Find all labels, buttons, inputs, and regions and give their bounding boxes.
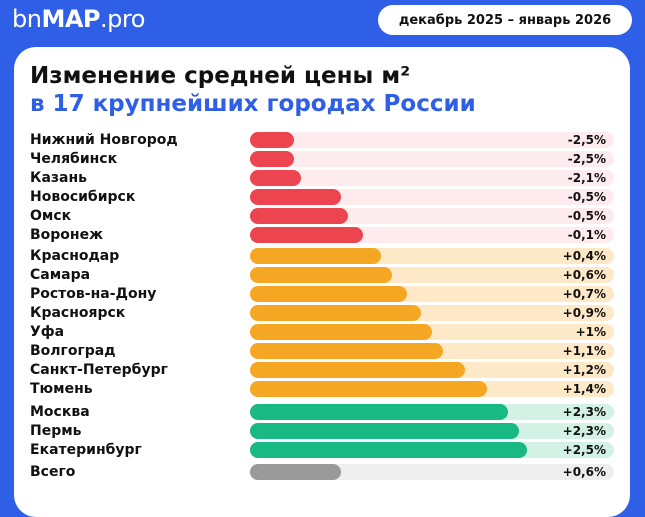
bar-track: +2,3% [250,404,614,420]
bar [250,442,527,458]
bar-track: -2,5% [250,132,614,148]
bar [250,132,294,148]
brand-logo-part1: bn [12,5,42,33]
bar-row: Пермь +2,3% [14,422,630,440]
category-label: Пермь [30,423,82,439]
bar [250,423,519,439]
value-label: -0,5% [567,209,606,223]
bar [250,464,341,480]
bar-row: Всего +0,6% [14,463,630,481]
brand-logo-part3: .pro [100,5,145,33]
chart-card: Изменение средней цены м² в 17 крупнейши… [14,47,630,517]
bar [250,248,381,264]
bar [250,305,421,321]
category-label: Краснодар [30,248,120,264]
bar [250,343,443,359]
bar-track: +1,1% [250,343,614,359]
bar-row: Санкт-Петербург +1,2% [14,361,630,379]
bar-track: +1% [250,324,614,340]
bar-row: Уфа +1% [14,323,630,341]
value-label: -0,1% [567,228,606,242]
category-label: Ростов-на-Дону [30,286,157,302]
category-label: Нижний Новгород [30,132,178,148]
bar-row: Казань -2,1% [14,169,630,187]
bar [250,227,363,243]
bar-row: Ростов-на-Дону +0,7% [14,285,630,303]
category-label: Уфа [30,324,65,340]
value-label: +0,6% [562,465,606,479]
bar [250,189,341,205]
bar-track: +2,3% [250,423,614,439]
category-label: Казань [30,170,87,186]
bar-track: +1,4% [250,381,614,397]
value-label: +1,2% [562,363,606,377]
bar-row: Москва +2,3% [14,403,630,421]
value-label: +0,6% [562,268,606,282]
category-label: Санкт-Петербург [30,362,168,378]
category-label: Челябинск [30,151,118,167]
bar-track: +1,2% [250,362,614,378]
bar-row: Самара +0,6% [14,266,630,284]
value-label: +1,1% [562,344,606,358]
category-label: Новосибирск [30,189,136,205]
bar-track: +2,5% [250,442,614,458]
category-label: Всего [30,464,76,480]
chart-title-line1: Изменение средней цены м² [30,63,411,89]
bar-track: -0,5% [250,189,614,205]
bar [250,362,465,378]
category-label: Екатеринбург [30,442,142,458]
bar-row: Екатеринбург +2,5% [14,441,630,459]
bar [250,404,508,420]
brand-logo-part2: MAP [41,5,100,33]
period-badge: декабрь 2025 – январь 2026 [378,5,632,35]
bar [250,324,432,340]
category-label: Москва [30,404,90,420]
bar [250,151,294,167]
bar-row: Воронеж -0,1% [14,226,630,244]
bar-track: +0,9% [250,305,614,321]
bar [250,286,407,302]
category-label: Тюмень [30,381,93,397]
bar-row: Волгоград +1,1% [14,342,630,360]
bar-row: Краснодар +0,4% [14,247,630,265]
bar-track: +0,6% [250,464,614,480]
category-label: Омск [30,208,72,224]
bar-track: +0,7% [250,286,614,302]
category-label: Красноярск [30,305,126,321]
bar [250,170,301,186]
value-label: +2,3% [562,424,606,438]
category-label: Воронеж [30,227,104,243]
value-label: +0,9% [562,306,606,320]
value-label: -0,5% [567,190,606,204]
value-label: -2,5% [567,152,606,166]
period-label: декабрь 2025 – январь 2026 [398,12,612,28]
bar-row: Челябинск -2,5% [14,150,630,168]
bar-track: -2,5% [250,151,614,167]
value-label: +2,5% [562,443,606,457]
bar-row: Омск -0,5% [14,207,630,225]
bar-row: Новосибирск -0,5% [14,188,630,206]
bar [250,267,392,283]
value-label: +0,4% [562,249,606,263]
value-label: -2,5% [567,133,606,147]
value-label: +1,4% [562,382,606,396]
category-label: Волгоград [30,343,116,359]
bar [250,381,487,397]
bar-row: Красноярск +0,9% [14,304,630,322]
value-label: +2,3% [562,405,606,419]
bar-track: +0,4% [250,248,614,264]
value-label: +1% [575,325,606,339]
bar-row: Тюмень +1,4% [14,380,630,398]
value-label: +0,7% [562,287,606,301]
value-label: -2,1% [567,171,606,185]
brand-logo: bnMAP.pro [12,5,145,33]
bar-track: +0,6% [250,267,614,283]
bar-track: -2,1% [250,170,614,186]
bar-track: -0,5% [250,208,614,224]
bar-track: -0,1% [250,227,614,243]
category-label: Самара [30,267,91,283]
bar-row: Нижний Новгород -2,5% [14,131,630,149]
bar [250,208,348,224]
chart-title-line2: в 17 крупнейших городах России [30,91,476,117]
